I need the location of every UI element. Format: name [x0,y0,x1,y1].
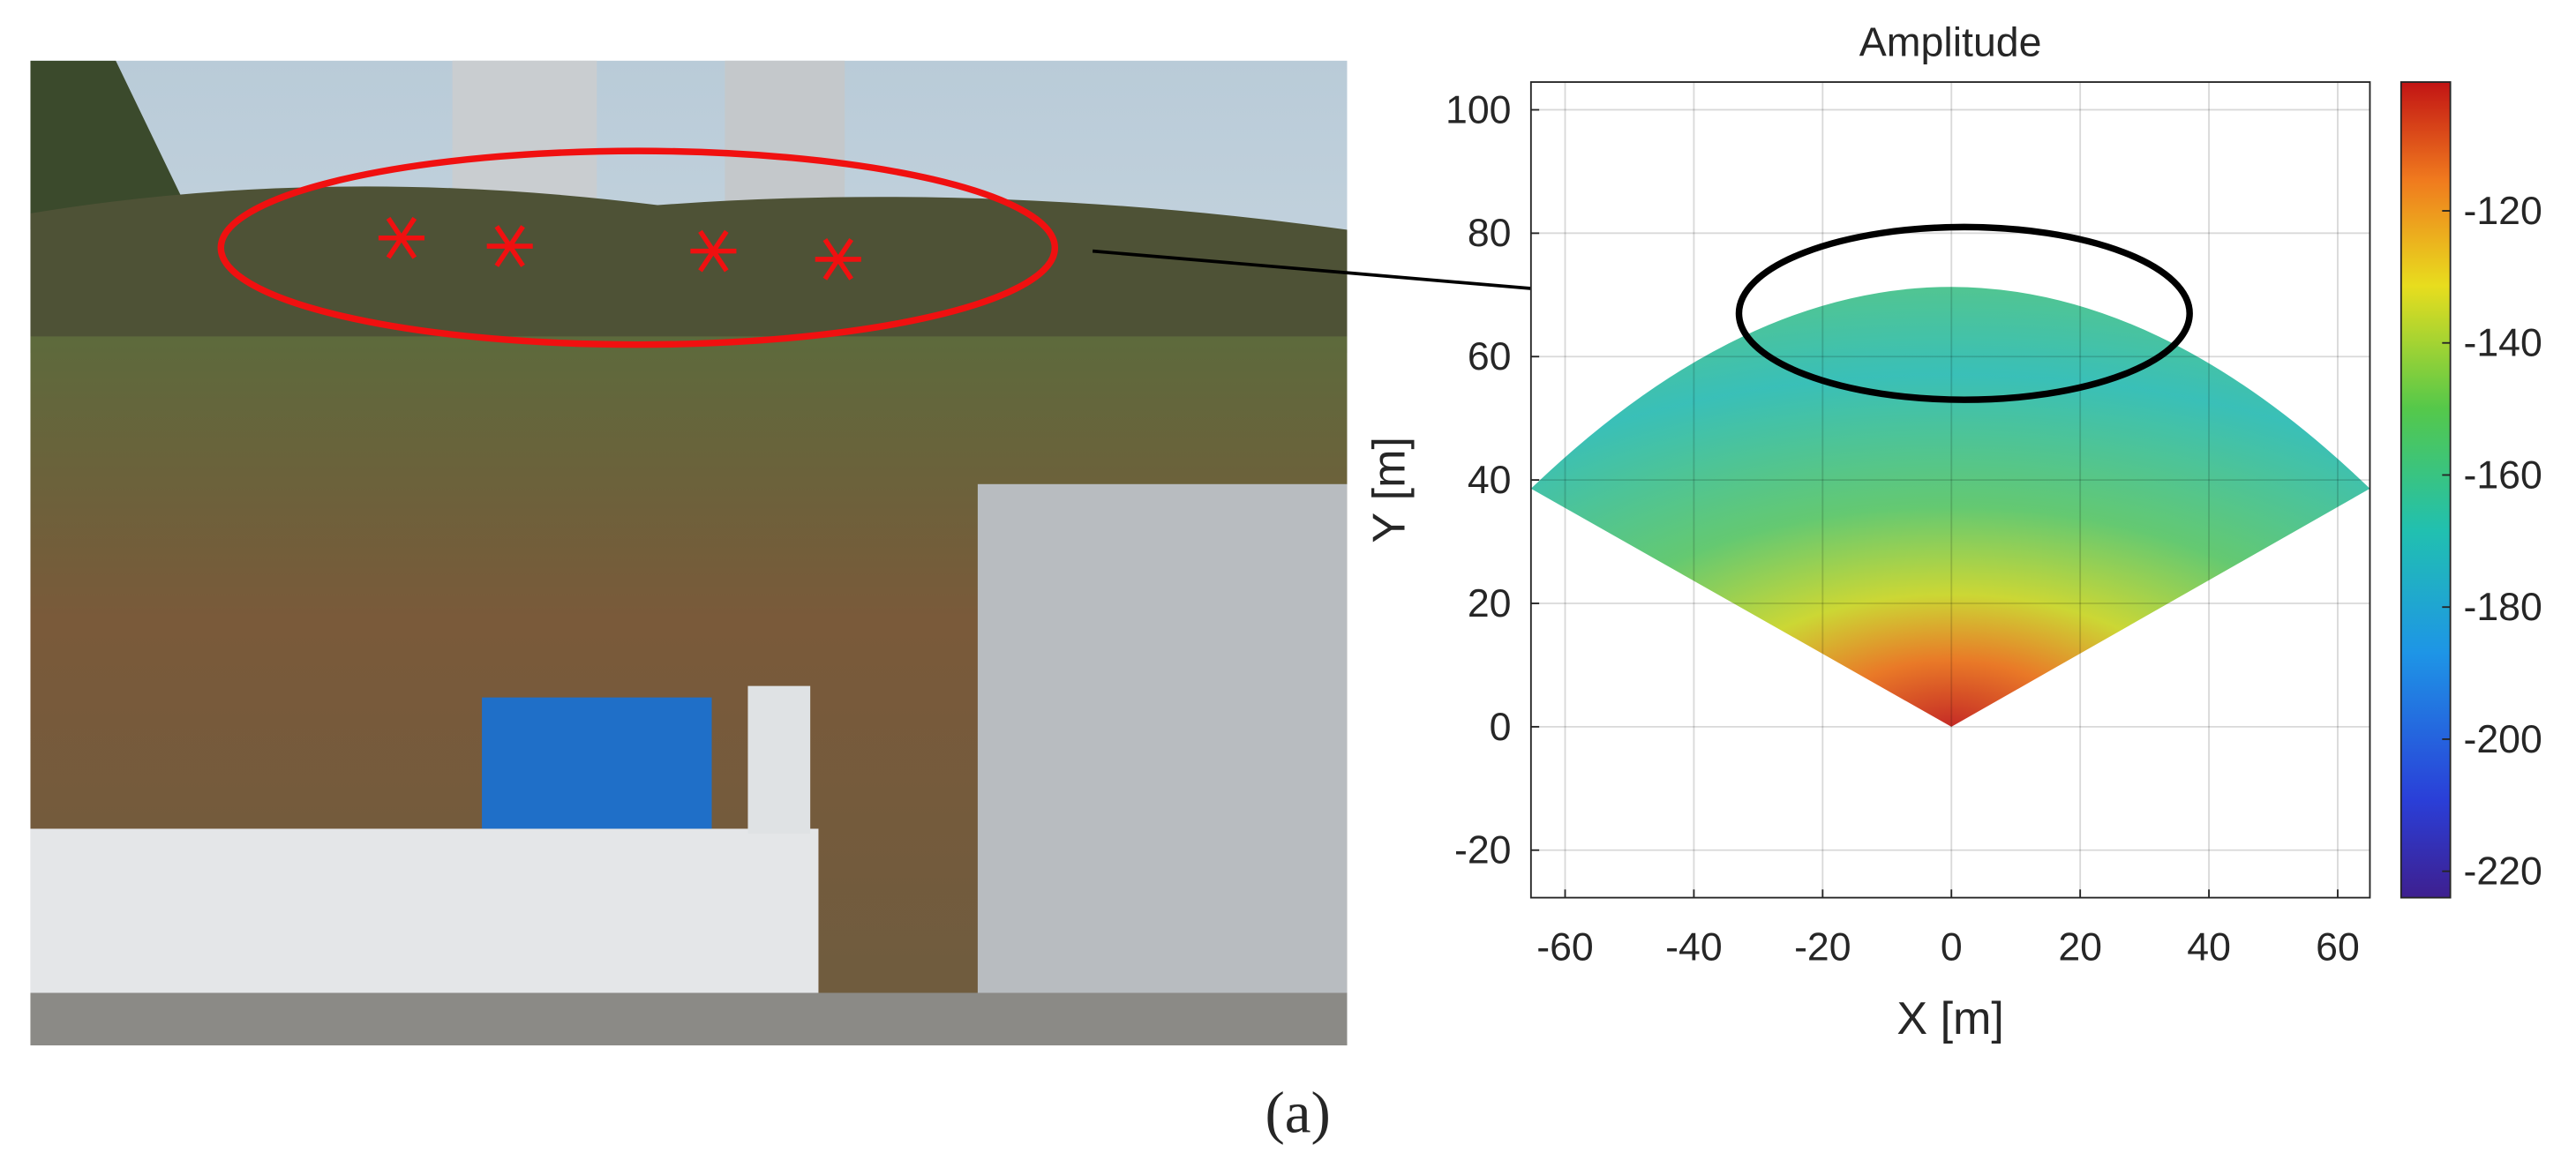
colorbar-tick-label: -140 [2464,322,2542,365]
colorbar-tick-label: -120 [2464,190,2542,233]
chart-title: Amplitude [1859,19,2042,64]
plot-frame [1529,81,2371,899]
amplitude-map [1530,287,2370,727]
y-tick-label: 40 [1468,459,1512,502]
x-axis-label: X [m] [1896,993,2004,1044]
y-axis-label: Y [m] [1364,437,1416,543]
x-tick-label: -60 [1536,925,1593,969]
x-tick-label: -20 [1794,925,1851,969]
y-tick-label: 60 [1468,335,1512,378]
colorbar-tick-label: -200 [2464,718,2542,761]
x-tick-label: 0 [1941,925,1963,969]
x-tick-label: 40 [2187,925,2231,969]
y-tick-label: 20 [1468,582,1512,625]
x-tick-label: 20 [2058,925,2102,969]
annotation-ellipse [1735,223,2193,403]
y-tick-label: 100 [1446,88,1511,131]
photo [30,60,1348,1046]
x-tick-label: -40 [1665,925,1723,969]
colorbar [2400,81,2452,899]
colorbar-tick-label: -220 [2464,850,2542,894]
caption: (a) [1265,1081,1330,1146]
x-tick-label: 60 [2316,925,2360,969]
y-tick-label: 80 [1468,212,1512,255]
colorbar-tick-label: -160 [2464,453,2542,497]
y-tick-label: -20 [1454,829,1512,872]
colorbar-tick-label: -180 [2464,586,2542,629]
y-tick-label: 0 [1490,706,1512,749]
